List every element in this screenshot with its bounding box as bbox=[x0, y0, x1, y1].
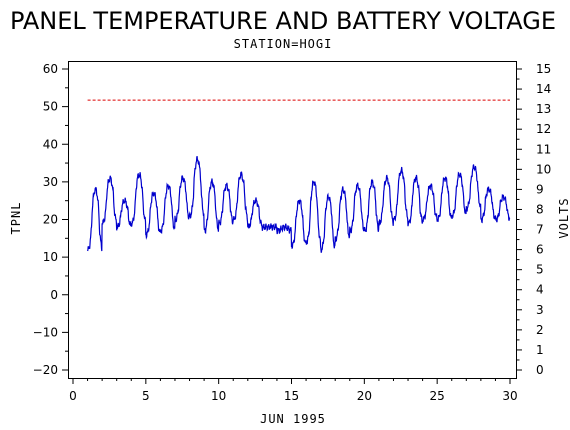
series-temperature-line bbox=[87, 156, 511, 253]
x-tick-label: 15 bbox=[284, 389, 299, 403]
y-left-tick-label: 30 bbox=[43, 175, 58, 189]
y-left-tick-label: 10 bbox=[43, 250, 58, 264]
plot-frame bbox=[68, 61, 517, 379]
x-tick-label: 10 bbox=[211, 389, 226, 403]
x-tick-label: 0 bbox=[69, 389, 77, 403]
y-right-tick-label: 11 bbox=[536, 142, 551, 156]
y-right-tick-label: 15 bbox=[536, 62, 551, 76]
x-tick-label: 25 bbox=[430, 389, 445, 403]
x-tick-label: 20 bbox=[357, 389, 372, 403]
y-right-tick-label: 9 bbox=[536, 182, 544, 196]
y-right-tick-label: 13 bbox=[536, 102, 551, 116]
x-tick-label: 30 bbox=[502, 389, 517, 403]
y-right-tick-label: 4 bbox=[536, 283, 544, 297]
y-left-tick-label: 50 bbox=[43, 100, 58, 114]
y-right-tick-label: 3 bbox=[536, 303, 544, 317]
y-right-tick-label: 0 bbox=[536, 363, 544, 377]
y-left-tick-label: −10 bbox=[33, 325, 58, 339]
y-right-tick-label: 7 bbox=[536, 223, 544, 237]
y-left-tick-label: 60 bbox=[43, 62, 58, 76]
y-axis-left-label: TPNL bbox=[9, 202, 23, 235]
y-right-tick-label: 14 bbox=[536, 82, 551, 96]
y-right-tick-label: 1 bbox=[536, 343, 544, 357]
y-right-tick-label: 12 bbox=[536, 122, 551, 136]
chart-title: PANEL TEMPERATURE AND BATTERY VOLTAGE bbox=[10, 7, 556, 35]
y-right-tick-label: 6 bbox=[536, 243, 544, 257]
x-axis-label: JUN 1995 bbox=[260, 412, 326, 426]
chart-subtitle: STATION=HOGI bbox=[234, 37, 333, 51]
y-axis-right-label: VOLTS bbox=[557, 197, 570, 238]
y-axis-left: −20 −10 0 10 20 30 40 50 60 bbox=[33, 62, 69, 377]
y-right-tick-label: 5 bbox=[536, 263, 544, 277]
y-left-tick-label: 20 bbox=[43, 213, 58, 227]
x-axis: 0 5 10 15 20 25 30 bbox=[69, 378, 518, 403]
y-right-tick-label: 10 bbox=[536, 162, 551, 176]
y-right-tick-label: 8 bbox=[536, 202, 544, 216]
y-right-tick-label: 2 bbox=[536, 323, 544, 337]
y-left-tick-label: −20 bbox=[33, 363, 58, 377]
y-left-tick-label: 0 bbox=[50, 288, 58, 302]
y-left-tick-label: 40 bbox=[43, 137, 58, 151]
x-tick-label: 5 bbox=[142, 389, 150, 403]
